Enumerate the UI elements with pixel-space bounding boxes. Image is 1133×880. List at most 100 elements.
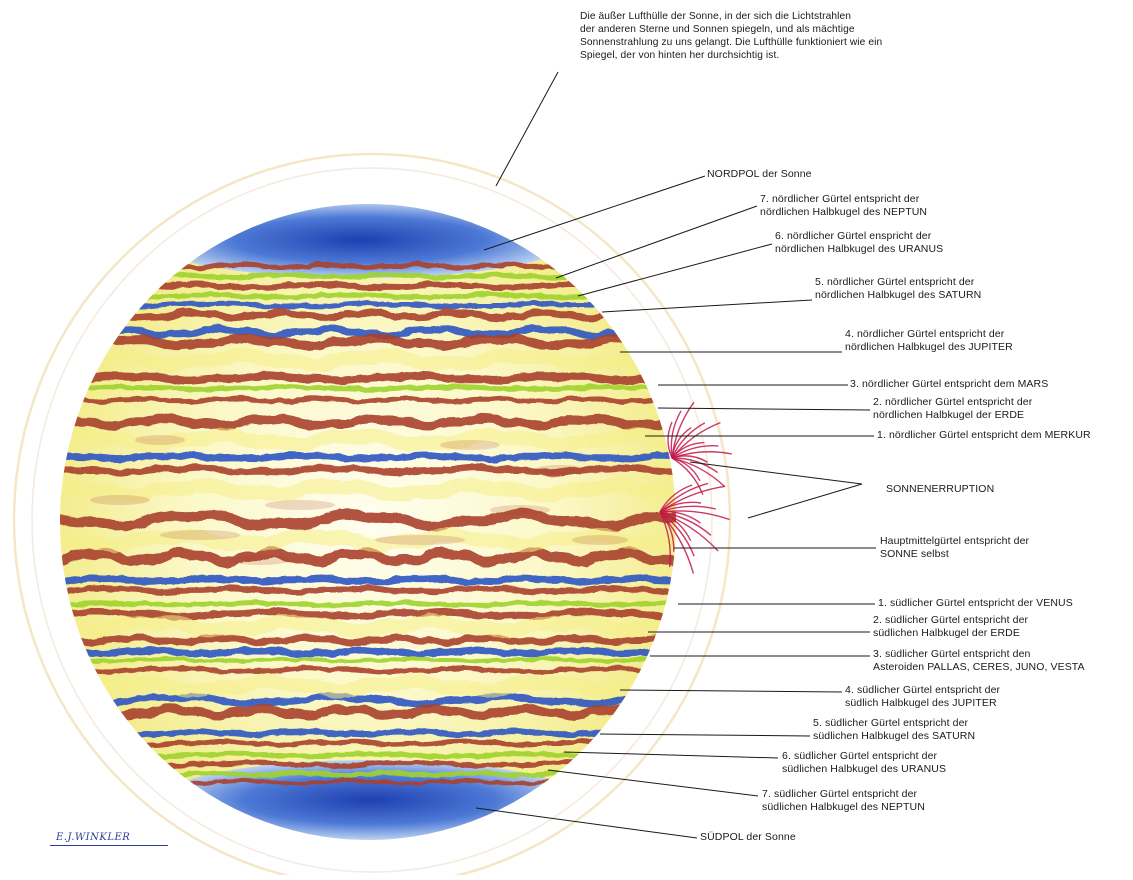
- leader-south-pole: [475, 807, 698, 839]
- band-s3-blue: [60, 646, 676, 658]
- zone-s2-yellow: [60, 613, 676, 639]
- label-north-belt-1: 1. nördlicher Gürtel entspricht dem MERK…: [877, 429, 1091, 441]
- leader-south-belt-5: [599, 733, 811, 737]
- eruption-upper-ray-13: [671, 457, 701, 482]
- eruption-upper-ray-14: [671, 457, 704, 496]
- zone-n-yellow: [60, 347, 676, 373]
- label-north-belt-5: 5. nördlicher Gürtel entspricht der nörd…: [815, 276, 982, 301]
- eruption-lower-ray-13: [659, 511, 675, 552]
- eruption-upper-ray-7: [671, 441, 705, 459]
- leader-lines: [475, 71, 876, 839]
- band-s1-red: [60, 584, 676, 596]
- zone-main-yellow: [60, 477, 676, 503]
- eruption-upper-ray-1: [667, 421, 673, 459]
- sun-body: [60, 204, 676, 840]
- signature-underline: [50, 845, 168, 846]
- band-s3-green: [60, 656, 676, 664]
- band-n7-green: [60, 271, 676, 281]
- label-south-pole: SÜDPOL der Sonne: [700, 831, 796, 843]
- band-n1-red-lower: [60, 463, 676, 477]
- band-s1-blue: [60, 574, 676, 586]
- label-north-belt-6: 6. nördlicher Gürtel enspricht der nördl…: [775, 230, 944, 255]
- band-s5-blue: [60, 727, 676, 739]
- belt-texture-mark-7: [135, 435, 185, 445]
- band-n3-red: [60, 371, 676, 385]
- label-south-belt-4: 4. südlicher Gürtel entspricht der südli…: [845, 684, 1001, 709]
- band-n3-green: [60, 384, 676, 392]
- belt-texture-mark-9: [230, 555, 290, 565]
- label-south-belt-7: 7. südlicher Gürtel entspricht der südli…: [762, 788, 925, 813]
- zone-s3-yellow: [60, 673, 676, 699]
- band-n5-red: [60, 307, 676, 322]
- eruption-lower-ray-11: [659, 511, 695, 557]
- label-south-belt-5: 5. südlicher Gürtel entspricht der südli…: [813, 717, 976, 742]
- eruption-lower-ray-4: [659, 501, 702, 513]
- eruption-lower-ray-7: [659, 511, 701, 524]
- band-n1-blue: [60, 451, 676, 463]
- band-n6-red: [60, 280, 676, 292]
- eruption-lower-ray-14: [659, 511, 671, 568]
- artist-signature: E.J.WINKLER: [56, 832, 131, 843]
- atmosphere-ring-inner: [31, 167, 713, 873]
- leader-eruption-upper: [689, 461, 863, 485]
- solar-eruption-group: [659, 401, 733, 574]
- eruption-upper-ray-5: [671, 422, 706, 459]
- label-south-belt-2: 2. südlicher Gürtel entspricht der südli…: [873, 614, 1029, 639]
- belt-texture-mark-6: [572, 535, 628, 545]
- band-s6-red: [60, 759, 676, 769]
- band-s3-red: [60, 633, 676, 647]
- label-north-belt-7: 7. nördlicher Gürtel entspricht der nörd…: [760, 193, 928, 218]
- belt-texture-mark-8: [440, 440, 500, 450]
- band-s4-red: [60, 703, 676, 721]
- eruption-lower-ray-1: [659, 484, 693, 513]
- eruption-lower-ray-2: [659, 482, 709, 513]
- leader-south-belt-6: [563, 751, 779, 759]
- zone-n1-yellow: [60, 427, 676, 453]
- leader-north-belt-7: [555, 205, 758, 279]
- label-north-belt-4: 4. nördlicher Gürtel entspricht der nörd…: [845, 328, 1013, 353]
- band-n6-green: [60, 291, 676, 301]
- belt-texture-mark-4: [375, 535, 465, 545]
- label-south-belt-6: 6. südlicher Gürtel entspricht der südli…: [782, 750, 947, 775]
- belt-texture-mark-10: [534, 465, 586, 475]
- eruption-upper-ray-8: [671, 445, 719, 459]
- label-south-belt-3: 3. südlicher Gürtel entspricht den Aster…: [873, 648, 1085, 673]
- eruption-lower-ray-8: [659, 511, 712, 536]
- band-s4-blue: [60, 692, 676, 708]
- belt-texture-mark-2: [160, 530, 240, 540]
- leader-south-belt-7: [547, 769, 759, 797]
- leader-south-belt-4: [619, 689, 843, 693]
- leader-north-belt-6: [577, 243, 773, 297]
- belt-texture-mark-3: [265, 500, 335, 510]
- band-s7-green: [60, 769, 676, 779]
- band-s3-red-lower: [60, 665, 676, 675]
- band-s5-red: [60, 738, 676, 748]
- leader-north-pole: [483, 175, 706, 251]
- leader-atmosphere: [495, 71, 559, 187]
- eruption-upper-ray-10: [671, 455, 709, 463]
- band-main-red: [60, 507, 676, 532]
- label-south-belt-1: 1. südlicher Gürtel entspricht der VENUS: [878, 597, 1073, 609]
- label-north-belt-3: 3. nördlicher Gürtel entspricht dem MARS: [850, 378, 1049, 390]
- label-north-pole: NORDPOL der Sonne: [707, 168, 812, 180]
- band-s2-red: [60, 607, 676, 621]
- belt-texture-mark-1: [90, 495, 150, 505]
- band-n5-blue: [60, 300, 676, 310]
- zone-main-yellow-lower: [60, 526, 676, 553]
- label-north-belt-2: 2. nördlicher Gürtel entspricht der nörd…: [873, 396, 1033, 421]
- leader-eruption-lower: [747, 483, 863, 519]
- band-n4-blue: [60, 324, 676, 340]
- label-eruption: SONNENERRUPTION: [886, 483, 995, 495]
- eruption-upper-ray-4: [671, 427, 692, 459]
- eruption-upper-ray-11: [671, 457, 719, 474]
- band-n2-red: [60, 395, 676, 405]
- belt-texture-mark-5: [490, 505, 550, 515]
- band-n4-red: [60, 333, 676, 351]
- band-s6-green: [60, 750, 676, 760]
- atmosphere-ring-outer: [12, 152, 732, 880]
- atmosphere-annotation: Die äußer Lufthülle der Sonne, in der si…: [580, 11, 883, 61]
- band-main-red-lower: [60, 546, 676, 568]
- label-main-belt: Hauptmittelgürtel entspricht der SONNE s…: [880, 535, 1030, 560]
